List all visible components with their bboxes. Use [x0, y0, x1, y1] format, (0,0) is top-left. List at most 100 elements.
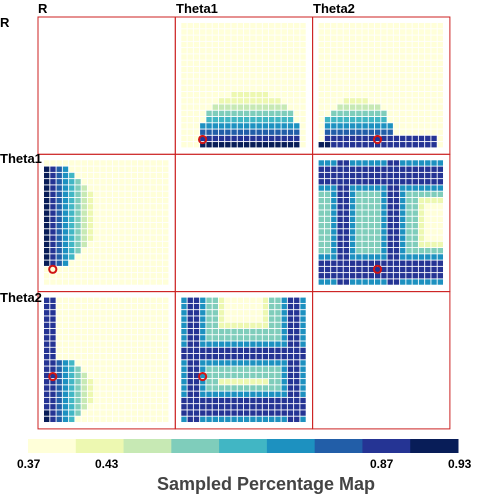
heatmap-cell [418, 241, 425, 248]
heatmap-cell [237, 303, 244, 310]
heatmap-cell [56, 160, 62, 166]
heatmap-cell [206, 372, 212, 379]
heatmap-cell [300, 41, 306, 48]
heatmap-cell [231, 353, 237, 360]
heatmap-cell [256, 129, 262, 135]
heatmap-cell [237, 335, 244, 341]
heatmap-cell [100, 254, 106, 260]
heatmap-cell [206, 391, 212, 397]
heatmap-cell [425, 166, 431, 172]
heatmap-cell [343, 260, 350, 266]
heatmap-cell [256, 116, 262, 123]
heatmap-cell [275, 366, 281, 372]
heatmap-cell [225, 48, 231, 54]
heatmap-cell [156, 360, 163, 366]
heatmap-cell [137, 397, 144, 404]
heatmap-cell [193, 385, 200, 391]
heatmap-cell [81, 341, 87, 347]
heatmap-cell [75, 179, 81, 185]
heatmap-cell [331, 142, 337, 148]
heatmap-cell [50, 297, 56, 303]
heatmap-cell [406, 197, 412, 204]
heatmap-cell [400, 222, 406, 229]
heatmap-cell [137, 248, 144, 254]
heatmap-cell [294, 404, 300, 410]
heatmap-cell [100, 303, 106, 310]
heatmap-cell [137, 341, 144, 347]
heatmap-cell [318, 91, 324, 98]
heatmap-cell [50, 310, 56, 316]
heatmap-cell [225, 391, 231, 397]
heatmap-cell [144, 235, 150, 241]
heatmap-cell [218, 366, 225, 372]
heatmap-cell [94, 197, 100, 204]
heatmap-cell [100, 222, 106, 229]
heatmap-cell [393, 142, 400, 148]
heatmap-cell [250, 91, 256, 98]
heatmap-cell [256, 98, 262, 104]
heatmap-cell [50, 254, 56, 260]
heatmap-cell [275, 66, 281, 73]
heatmap-cell [362, 172, 368, 179]
heatmap-cell [343, 254, 350, 260]
heatmap-cell [412, 254, 418, 260]
heatmap-cell [50, 347, 56, 354]
heatmap-cell [112, 397, 119, 404]
heatmap-cell [156, 216, 163, 223]
heatmap-cell [275, 347, 281, 354]
heatmap-cell [212, 23, 218, 29]
heatmap-cell [193, 48, 200, 54]
heatmap-cell [294, 416, 300, 423]
heatmap-cell [243, 347, 250, 354]
heatmap-cell [287, 35, 294, 41]
heatmap-cell [94, 316, 100, 322]
heatmap-cell [137, 254, 144, 260]
heatmap-cell [343, 54, 350, 60]
heatmap-cell [119, 385, 125, 391]
heatmap-cell [106, 410, 113, 416]
heatmap-cell [269, 341, 275, 347]
heatmap-cell [381, 29, 387, 35]
heatmap-cell [218, 297, 225, 303]
heatmap-cell [381, 210, 387, 216]
heatmap-cell [56, 322, 62, 329]
heatmap-cell [425, 273, 431, 279]
heatmap-cell [69, 166, 75, 172]
heatmap-cell [119, 360, 125, 366]
heatmap-cell [163, 385, 169, 391]
heatmap-cell [56, 316, 62, 322]
heatmap-cell [287, 366, 294, 372]
heatmap-cell [193, 23, 200, 29]
heatmap-cell [349, 98, 356, 104]
heatmap-cell [156, 372, 163, 379]
heatmap-cell [163, 404, 169, 410]
heatmap-cell [437, 60, 444, 66]
heatmap-cell [150, 266, 156, 273]
heatmap-cell [368, 116, 375, 123]
heatmap-cell [56, 341, 62, 347]
heatmap-cell [425, 248, 431, 254]
heatmap-cell [331, 279, 337, 285]
heatmap-cell [237, 79, 244, 85]
heatmap-cell [163, 179, 169, 185]
heatmap-cell [393, 279, 400, 285]
heatmap-cell [50, 222, 56, 229]
heatmap-cell [356, 85, 362, 92]
heatmap-cell [193, 379, 200, 385]
heatmap-cell [406, 166, 412, 172]
heatmap-cell [431, 241, 437, 248]
heatmap-cell [349, 197, 356, 204]
heatmap-cell [368, 98, 375, 104]
heatmap-cell [106, 254, 113, 260]
heatmap-cell [318, 135, 324, 142]
heatmap-cell [400, 29, 406, 35]
heatmap-cell [100, 341, 106, 347]
heatmap-cell [231, 335, 237, 341]
heatmap-cell [362, 41, 368, 48]
heatmap-cell [225, 385, 231, 391]
heatmap-cell [50, 353, 56, 360]
heatmap-cell [256, 85, 262, 92]
heatmap-cell [337, 104, 343, 110]
heatmap-cell [87, 353, 94, 360]
heatmap-cell [106, 379, 113, 385]
